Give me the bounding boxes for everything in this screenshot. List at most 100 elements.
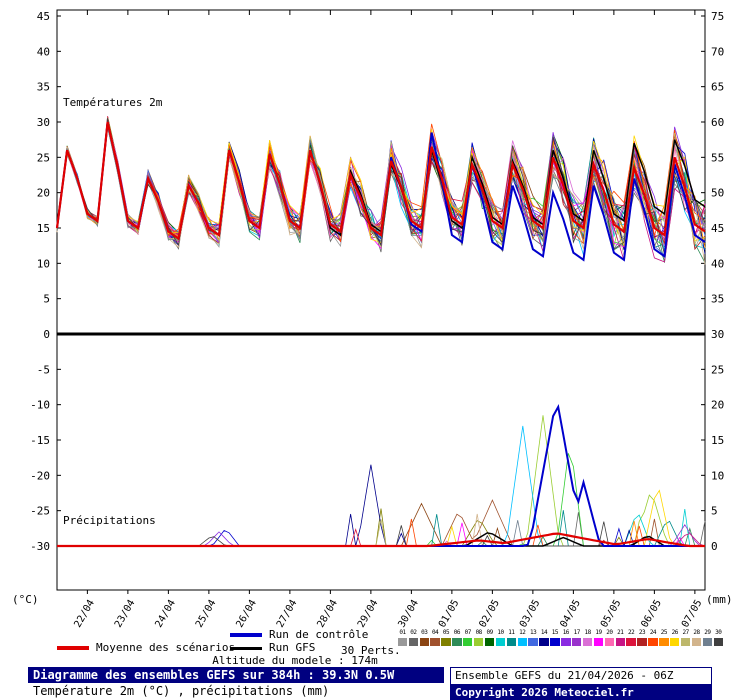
- member-precip-line-7: [57, 453, 705, 547]
- perturbation-color-swatch: [659, 638, 669, 646]
- member-precip-line-12: [57, 425, 705, 547]
- perturbation-number: 18: [584, 629, 591, 636]
- right-axis-label: 45: [711, 222, 724, 235]
- perturbation-30: 30: [713, 629, 724, 646]
- perturbation-17: 17: [571, 629, 582, 646]
- perturbation-03: 03: [419, 629, 430, 646]
- perturbation-color-swatch: [517, 638, 527, 646]
- perturbation-number: 29: [704, 629, 711, 636]
- perturbation-13: 13: [528, 629, 539, 646]
- left-axis-label: -25: [30, 505, 50, 518]
- perturbation-color-swatch: [550, 638, 560, 646]
- perturbation-color-swatch: [419, 638, 429, 646]
- perturbation-number: 28: [693, 629, 700, 636]
- perturbation-11: 11: [506, 629, 517, 646]
- control-line-swatch: [230, 633, 262, 637]
- date-label: 03/05: [518, 598, 543, 628]
- footer-left-block: Diagramme des ensembles GEFS sur 384h : …: [28, 667, 444, 699]
- date-label: 05/05: [599, 598, 624, 628]
- precipitation-panel-label: Précipitations: [63, 514, 156, 527]
- perturbation-color-swatch: [484, 638, 495, 646]
- perturbation-color-swatch: [463, 638, 473, 646]
- mean-label: Moyenne des scénarios: [96, 641, 236, 654]
- perturbation-number: 27: [682, 629, 689, 636]
- perturbation-10: 10: [495, 629, 506, 646]
- perturbation-number: 09: [486, 629, 493, 636]
- perturbation-color-swatch: [670, 638, 680, 646]
- legend-control: Run de contrôle: [230, 628, 368, 641]
- right-axis-label: 30: [711, 328, 724, 341]
- perturbation-color-swatch: [441, 638, 451, 646]
- perturbation-27: 27: [680, 629, 691, 646]
- perturbation-14: 14: [539, 629, 550, 646]
- footer-right-block: Ensemble GEFS du 21/04/2026 - 06Z Copyri…: [450, 667, 712, 700]
- date-label: 27/04: [275, 598, 300, 628]
- perturbation-color-swatch: [615, 638, 625, 646]
- perturbation-number: 14: [540, 629, 548, 636]
- perturbation-01: 01: [397, 629, 408, 646]
- date-label: 26/04: [234, 598, 259, 628]
- perturbation-08: 08: [473, 629, 484, 646]
- perturbation-number: 19: [595, 629, 602, 636]
- left-axis-label: 15: [37, 222, 50, 235]
- right-axis-label: 70: [711, 45, 724, 58]
- perturbation-23: 23: [637, 629, 648, 646]
- perturbation-color-swatch: [561, 638, 571, 646]
- date-label: 01/05: [437, 598, 462, 628]
- perturbation-04: 04: [430, 629, 441, 646]
- perturbation-22: 22: [626, 629, 637, 646]
- perturbation-color-swatch: [397, 638, 408, 646]
- left-axis-label: 35: [37, 81, 50, 94]
- perturbation-12: 12: [517, 629, 528, 646]
- right-axis-label: 65: [711, 81, 724, 94]
- perturbation-number: 13: [530, 629, 537, 636]
- control-label: Run de contrôle: [269, 628, 369, 641]
- perturbation-16: 16: [560, 629, 571, 646]
- left-axis-label: 10: [37, 257, 50, 270]
- model-altitude-label: Altitude du modele : 174m: [212, 654, 378, 667]
- perturbation-18: 18: [582, 629, 593, 646]
- perturbation-number: 04: [432, 629, 439, 636]
- perturbation-color-swatch: [648, 638, 658, 646]
- perturbation-number: 08: [475, 629, 483, 636]
- perturbation-number: 02: [410, 629, 417, 636]
- right-axis-label: 25: [711, 363, 724, 376]
- perturbation-number: 07: [464, 629, 472, 636]
- perturbation-number: 24: [649, 629, 657, 636]
- left-axis-label: -20: [30, 469, 50, 482]
- unit-mm-label: (mm): [706, 593, 733, 606]
- left-axis-label: 30: [37, 116, 50, 129]
- perturbation-color-swatch: [572, 638, 582, 646]
- perturbation-20: 20: [604, 629, 615, 646]
- perturbation-number: 23: [638, 629, 646, 636]
- perturbation-color-swatch: [702, 638, 713, 646]
- perturbation-number: 16: [562, 629, 570, 636]
- right-axis-label: 15: [711, 434, 724, 447]
- perturbations-count-label: 30 Perts.: [341, 644, 401, 657]
- gfs-label: Run GFS: [269, 641, 316, 654]
- perturbation-09: 09: [484, 629, 495, 646]
- perturbation-color-swatch: [713, 638, 723, 646]
- left-axis-label: 5: [43, 293, 50, 306]
- mean-line-swatch: [57, 646, 89, 650]
- right-axis-label: 5: [711, 505, 718, 518]
- perturbation-25: 25: [658, 629, 669, 646]
- left-axis-label: 0: [43, 328, 50, 341]
- date-label: 04/05: [558, 598, 583, 628]
- perturbation-color-swatch: [637, 638, 647, 646]
- perturbation-number: 15: [551, 629, 559, 636]
- perturbation-29: 29: [702, 629, 713, 646]
- right-axis-label: 20: [711, 399, 724, 412]
- unit-celsius-label: (°C): [12, 593, 39, 606]
- date-label: 25/04: [194, 598, 219, 628]
- diagram-title: Diagramme des ensembles GEFS sur 384h : …: [28, 667, 444, 683]
- perturbation-number: 06: [453, 629, 461, 636]
- copyright-label: Copyright 2026 Meteociel.fr: [451, 684, 711, 700]
- perturbation-28: 28: [691, 629, 702, 646]
- left-axis-label: -5: [37, 363, 50, 376]
- perturbation-06: 06: [451, 629, 462, 646]
- right-axis-label: 50: [711, 187, 724, 200]
- left-axis-label: -15: [30, 434, 50, 447]
- member-temp-line-29: [56, 127, 706, 250]
- perturbation-number: 17: [573, 629, 581, 636]
